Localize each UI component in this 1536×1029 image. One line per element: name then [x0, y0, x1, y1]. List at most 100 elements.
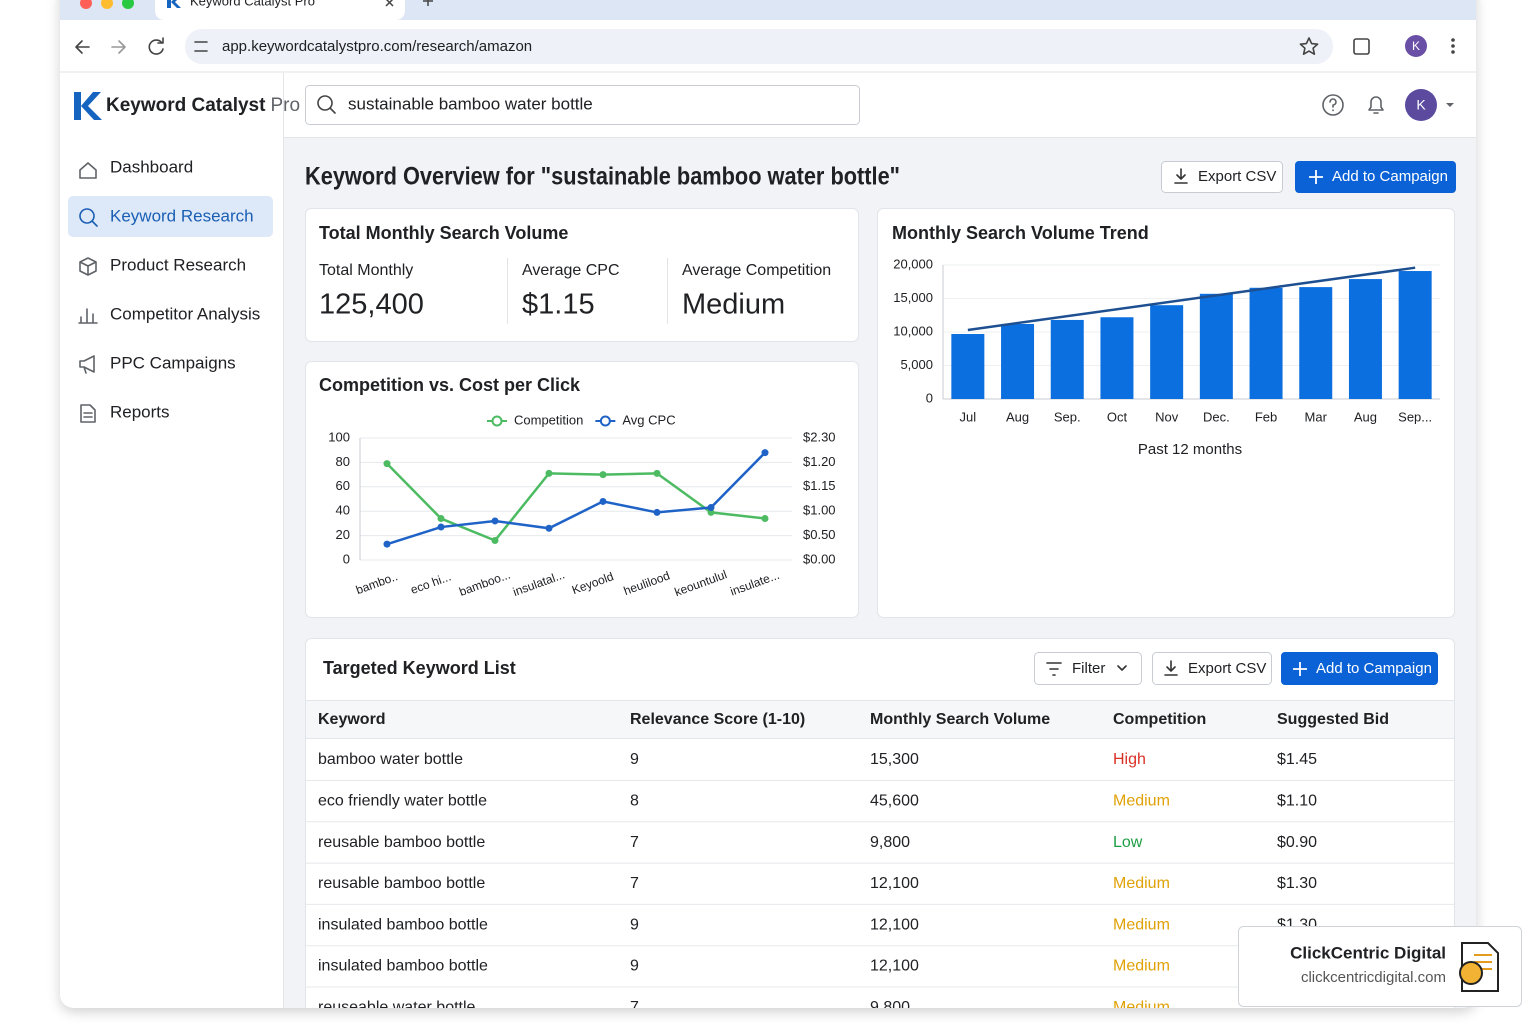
notifications-icon[interactable]	[1368, 96, 1384, 114]
forward-button[interactable]	[111, 40, 126, 54]
table-cell: Medium	[1113, 916, 1170, 933]
watermark-badge	[1459, 961, 1483, 985]
tab-close[interactable]	[385, 0, 394, 7]
table-cell: Medium	[1113, 958, 1170, 975]
nav-item[interactable]: Reports	[110, 402, 170, 421]
close-dot[interactable]	[80, 0, 92, 9]
export-label: Export CSV	[1188, 660, 1266, 677]
tab-icon	[167, 0, 181, 8]
nav-icon	[79, 257, 97, 276]
x-tick-label: Feb	[1255, 409, 1277, 424]
table-cell: eco friendly water bottle	[318, 793, 487, 810]
export-icon	[1164, 660, 1178, 676]
export-icon	[1174, 168, 1188, 184]
max-dot[interactable]	[122, 0, 134, 9]
stat-value: $1.15	[522, 289, 595, 321]
brand: Keyword Catalyst Pro	[106, 95, 300, 116]
nav-item[interactable]: Dashboard	[110, 157, 193, 176]
bar	[951, 334, 985, 399]
add-campaign-label: Add to Campaign	[1332, 168, 1448, 185]
export-label: Export CSV	[1198, 168, 1276, 185]
export-button[interactable]	[1152, 652, 1272, 685]
chart-title: Monthly Search Volume Trend	[892, 223, 1149, 243]
x-tick-label: Mar	[1305, 409, 1328, 424]
nav-item[interactable]: PPC Campaigns	[110, 353, 236, 372]
point	[761, 515, 769, 523]
point	[383, 460, 391, 468]
column-header[interactable]: Monthly Search Volume	[870, 711, 1050, 728]
extensions-icon[interactable]	[1353, 38, 1370, 55]
nav-item[interactable]: Keyword Research	[110, 206, 254, 225]
reload-button[interactable]	[148, 37, 164, 55]
export-button[interactable]	[1161, 161, 1283, 193]
profile-avatar[interactable]	[1405, 35, 1427, 57]
table-cell: 9	[630, 916, 639, 933]
point	[761, 449, 769, 457]
site-info-icon[interactable]	[194, 41, 208, 52]
y-tick-label: 80	[336, 454, 350, 469]
column-header[interactable]: Keyword	[318, 711, 386, 728]
address-bar[interactable]	[185, 29, 1333, 64]
user-initial: K	[1416, 97, 1426, 113]
bookmark-star[interactable]	[1299, 37, 1319, 55]
x-tick-label: Sep...	[1398, 409, 1432, 424]
watermark-url: clickcentricdigital.com	[1301, 969, 1446, 986]
filter-button[interactable]	[1034, 652, 1142, 685]
help-icon[interactable]	[1322, 94, 1344, 116]
point	[491, 536, 499, 544]
add-icon	[1309, 170, 1323, 184]
table-cell: 7	[630, 999, 639, 1016]
y-tick-label: 5,000	[900, 357, 933, 372]
nav-icon	[79, 355, 95, 374]
table-cell: $1.10	[1277, 793, 1317, 810]
competition-card	[305, 361, 859, 618]
watermark-box	[1238, 926, 1522, 1007]
point	[545, 469, 553, 477]
table-cell: 8	[630, 793, 639, 810]
back-button[interactable]	[75, 40, 90, 54]
new-tab[interactable]	[423, 0, 433, 6]
table-cell: 45,600	[870, 793, 919, 810]
url: app.keywordcatalystpro.com/research/amaz…	[222, 38, 532, 55]
table-cell: 7	[630, 875, 639, 892]
brand-name: Keyword Catalyst	[106, 95, 266, 116]
charts: 0 $0.00 20 $0.50 40 $1.00 60 $1.15 80 $1.20 100 $2.…	[328, 256, 1440, 599]
add-campaign-button[interactable]	[1295, 161, 1456, 193]
x-tick-label: Aug	[1354, 409, 1377, 424]
column-header[interactable]: Competition	[1113, 711, 1206, 728]
summary-card	[305, 208, 859, 342]
nav-item[interactable]: Product Research	[110, 255, 246, 274]
nav-icon	[79, 208, 98, 227]
point	[437, 515, 445, 523]
user-caret[interactable]	[1446, 103, 1454, 107]
filter-icon	[1046, 662, 1062, 676]
point	[599, 497, 607, 505]
bar	[1150, 305, 1184, 399]
series-line	[386, 462, 766, 542]
user-avatar[interactable]	[1405, 89, 1437, 121]
y-tick-label: 20	[336, 527, 350, 542]
point	[599, 471, 607, 479]
nav-icon	[79, 162, 97, 179]
menu-dots[interactable]	[1451, 38, 1455, 54]
tab[interactable]	[155, 0, 405, 20]
stat-value: Medium	[682, 289, 785, 321]
column-header[interactable]: Relevance Score (1-10)	[630, 711, 805, 728]
min-dot[interactable]	[101, 0, 113, 9]
x-tick-label: Sep.	[1054, 409, 1081, 424]
y-tick-label: 0	[343, 551, 350, 566]
x-tick-label: Aug	[1006, 409, 1029, 424]
column-header[interactable]: Suggested Bid	[1277, 711, 1389, 728]
x-tick-label: Oct	[1107, 409, 1128, 424]
tab-title: Keyword Catalyst Pro	[190, 0, 315, 8]
watermark-name: ClickCentric Digital	[1290, 943, 1446, 962]
add-campaign-button[interactable]	[1281, 652, 1438, 685]
point	[491, 517, 499, 525]
search-box[interactable]	[305, 85, 860, 125]
search-query: sustainable bamboo water bottle	[348, 94, 593, 113]
summary-title: Total Monthly Search Volume	[319, 223, 568, 243]
table-cell: bamboo water bottle	[318, 751, 463, 768]
logo	[74, 92, 102, 120]
nav-item[interactable]: Competitor Analysis	[110, 304, 260, 323]
stat-value: 125,400	[319, 289, 424, 321]
